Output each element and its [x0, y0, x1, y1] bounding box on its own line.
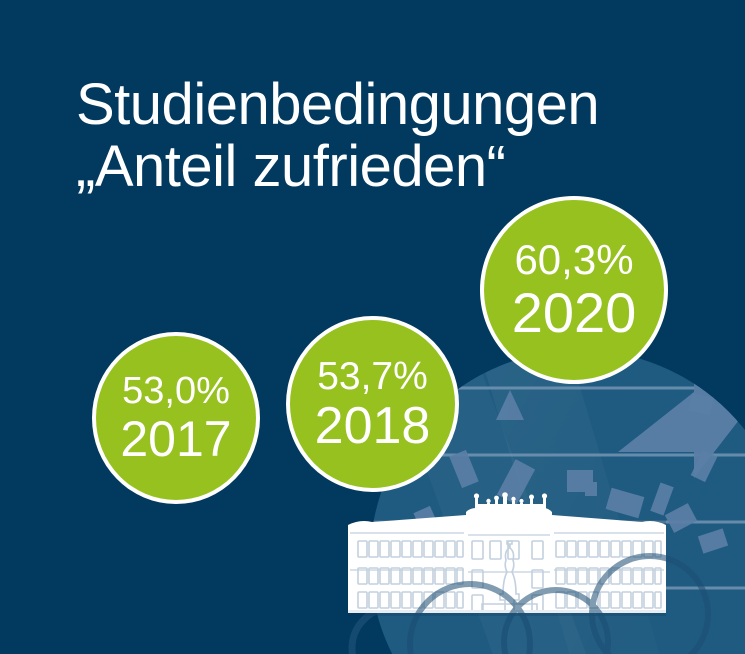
stat-percent-2017: 53,0% [122, 370, 230, 412]
stat-year-2018: 2018 [314, 396, 431, 455]
building-windows-left [357, 540, 464, 609]
building-right-wing [552, 515, 666, 612]
stat-bubble-2020: 60,3% 2020 [484, 200, 664, 380]
stat-year-2020: 2020 [511, 281, 637, 344]
stat-year-2017: 2017 [120, 411, 232, 467]
building-base [348, 610, 666, 613]
stat-bubble-2017: 53,0% 2017 [96, 336, 256, 500]
stat-percent-2020: 60,3% [514, 236, 634, 283]
building-left-wing [348, 515, 466, 612]
stat-bubble-2018: 53,7% 2018 [290, 320, 455, 488]
page-title: Studienbedingungen „Anteil zufrieden“ [76, 72, 716, 200]
title-line-2: „Anteil zufrieden“ [76, 134, 506, 199]
building-central-monument [481, 540, 538, 612]
stat-percent-2018: 53,7% [317, 354, 428, 398]
watermark-overlay-arcs [407, 553, 711, 654]
title-line-1: Studienbedingungen [76, 72, 600, 137]
